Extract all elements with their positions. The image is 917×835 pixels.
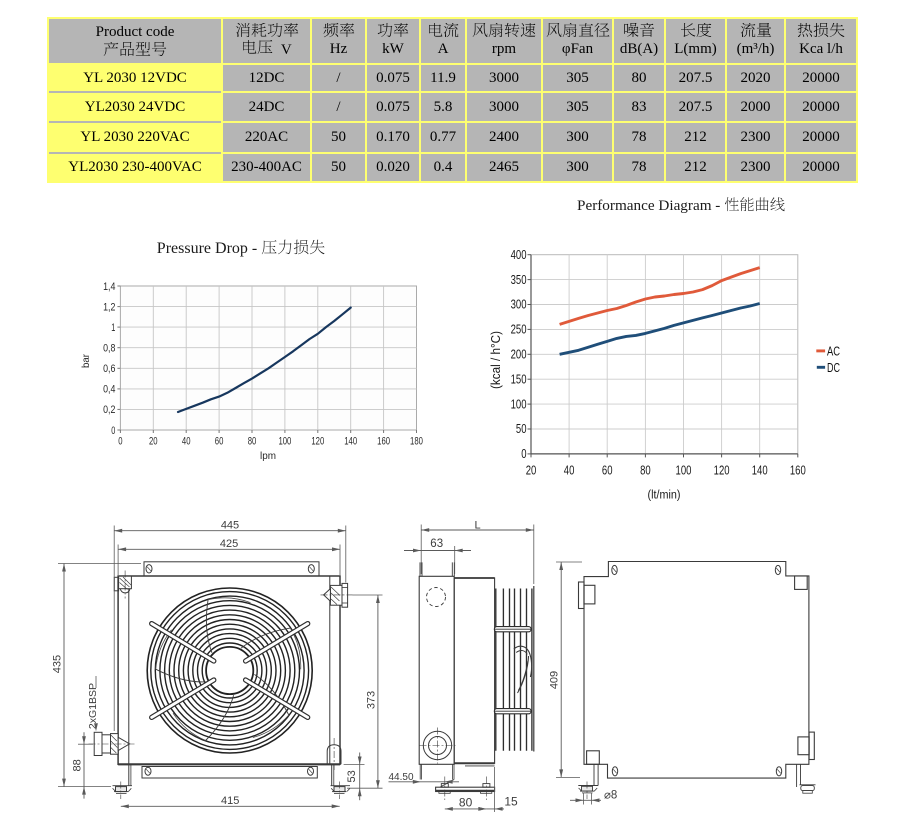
svg-text:415: 415 [221,795,239,807]
svg-text:L: L [474,520,480,532]
svg-text:435: 435 [52,655,64,673]
svg-text:Performance Diagram -: Performance Diagram - [577,197,720,214]
svg-text:350: 350 [511,272,527,287]
svg-text:0: 0 [118,436,122,448]
svg-text:20: 20 [149,436,158,448]
svg-text:lpm: lpm [260,450,276,462]
svg-text:120: 120 [311,436,324,448]
svg-text:⌀8: ⌀8 [604,790,617,802]
svg-text:0,4: 0,4 [103,384,115,396]
svg-text:60: 60 [602,462,613,477]
svg-text:DC: DC [827,360,840,375]
svg-text:80: 80 [248,436,257,448]
svg-text:400: 400 [511,247,527,262]
svg-text:40: 40 [564,462,575,477]
svg-text:409: 409 [549,671,561,689]
svg-text:1: 1 [111,322,115,334]
svg-text:425: 425 [220,538,238,550]
svg-text:300: 300 [511,297,527,312]
svg-text:53: 53 [346,770,358,782]
svg-text:20: 20 [526,462,537,477]
svg-text:0,8: 0,8 [103,343,115,355]
svg-text:AC: AC [827,344,840,359]
svg-text:63: 63 [430,538,443,550]
svg-text:40: 40 [182,436,191,448]
svg-text:0,6: 0,6 [103,363,115,375]
svg-text:160: 160 [790,462,806,477]
svg-text:0: 0 [521,446,526,461]
svg-text:150: 150 [511,371,527,386]
svg-text:(kcal / h°C): (kcal / h°C) [489,331,503,389]
svg-text:445: 445 [221,520,239,532]
svg-text:(lt/min): (lt/min) [648,490,681,502]
svg-text:Pressure Drop -: Pressure Drop - [157,240,257,257]
svg-text:bar: bar [80,354,92,368]
svg-text:1,4: 1,4 [103,281,115,293]
svg-text:100: 100 [278,436,291,448]
svg-text:200: 200 [511,347,527,362]
svg-text:0,2: 0,2 [103,404,115,416]
svg-text:140: 140 [752,462,768,477]
svg-text:160: 160 [377,436,390,448]
svg-text:100: 100 [511,396,527,411]
svg-text:0: 0 [111,425,115,437]
svg-text:1,2: 1,2 [103,301,115,313]
svg-text:80: 80 [459,796,473,810]
svg-text:44.50: 44.50 [388,772,413,783]
svg-text:100: 100 [676,462,692,477]
svg-text:80: 80 [640,462,651,477]
svg-text:373: 373 [365,691,377,709]
svg-text:60: 60 [215,436,224,448]
svg-text:180: 180 [410,436,423,448]
svg-text:2xG1BSP: 2xG1BSP [87,683,99,729]
svg-text:120: 120 [714,462,730,477]
svg-text:50: 50 [516,421,527,436]
svg-text:15: 15 [504,794,518,808]
svg-text:250: 250 [511,322,527,337]
svg-text:88: 88 [72,759,84,771]
svg-text:140: 140 [344,436,357,448]
